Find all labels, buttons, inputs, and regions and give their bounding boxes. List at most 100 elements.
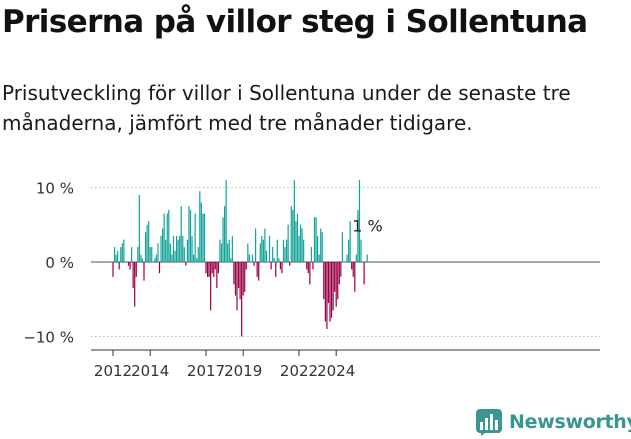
chart-bar — [355, 254, 357, 262]
chart-bar — [309, 262, 311, 285]
chart-bar — [265, 250, 268, 262]
chart-bar — [278, 258, 280, 262]
chart-bar — [320, 228, 322, 262]
chart-bar — [286, 239, 288, 262]
chart-bar — [188, 206, 190, 263]
chart-bar — [180, 206, 182, 263]
chart-bar — [298, 235, 300, 262]
chart-bar — [228, 239, 230, 262]
chart-bar — [205, 262, 207, 274]
chart-bar — [214, 262, 216, 270]
chart-bar — [307, 262, 309, 274]
chart-bar — [127, 262, 130, 266]
chart-bar — [220, 243, 223, 263]
chart-bar — [348, 239, 350, 262]
y-tick-label: 10 % — [36, 180, 74, 198]
chart-bar — [338, 262, 340, 285]
chart-bar — [183, 247, 185, 262]
newsworthy-logo: Newsworthy — [475, 408, 631, 436]
chart-bar — [335, 262, 337, 307]
chart-bar — [149, 247, 151, 262]
chart-bar — [148, 221, 150, 263]
chart-bar — [310, 247, 313, 262]
chart-bar — [352, 262, 354, 277]
x-tick-label: 2024 — [317, 362, 355, 380]
y-tick-label: −10 % — [23, 329, 74, 347]
chart-bar — [247, 243, 249, 263]
chart-bar — [154, 258, 156, 262]
chart-bar — [321, 232, 323, 262]
chart-bar — [160, 235, 162, 262]
chart-bar — [253, 262, 255, 266]
chart-bar — [131, 247, 133, 262]
chart-bar — [208, 262, 210, 277]
chart-bar — [295, 221, 297, 263]
chart-bar — [230, 258, 232, 262]
newsworthy-icon — [476, 409, 502, 436]
chart-bar — [272, 247, 274, 262]
chart-bar — [165, 239, 167, 262]
chart-bar — [202, 213, 204, 262]
chart-bar — [268, 235, 271, 262]
chart-bar — [237, 262, 240, 289]
chart-bar — [231, 235, 233, 262]
chart-bar — [366, 254, 368, 262]
chart-bar — [189, 209, 192, 262]
chart-bar — [174, 250, 176, 262]
chart-bar — [323, 262, 325, 300]
chart-bar — [242, 262, 244, 296]
chart-bar — [120, 247, 122, 262]
chart-bar — [206, 262, 209, 277]
chart-bar — [261, 235, 263, 262]
chart-bar — [276, 239, 278, 262]
chart-bar — [299, 224, 302, 262]
chart-bar — [157, 243, 159, 263]
chart-bar — [118, 262, 120, 270]
chart-bar — [312, 262, 314, 270]
x-tick-label: 2017 — [187, 362, 225, 380]
chart-bar — [123, 239, 125, 262]
chart-bar — [270, 262, 272, 270]
chart-bar — [255, 228, 257, 262]
chart-bar — [313, 217, 316, 262]
chart-bar — [179, 235, 181, 262]
chart-bar — [363, 262, 365, 285]
chart-bar — [191, 235, 193, 262]
chart-bar — [186, 239, 189, 262]
chart-bar — [203, 213, 206, 262]
y-tick-label: 0 % — [45, 254, 74, 272]
chart-bar — [332, 262, 334, 311]
chart-bar — [262, 239, 264, 262]
chart-bar — [315, 217, 317, 262]
chart-bar — [197, 247, 199, 262]
chart-bar — [357, 209, 359, 262]
chart-subtitle: Prisutveckling för villor i Sollentuna u… — [2, 81, 571, 135]
chart-bar — [140, 254, 142, 262]
chart-bar — [163, 213, 165, 262]
chart-bar — [185, 262, 187, 266]
chart-bar — [244, 262, 246, 292]
chart-bar — [199, 191, 201, 262]
chart-bar — [327, 262, 330, 303]
chart-bar — [349, 221, 351, 263]
chart-bar — [281, 262, 283, 274]
chart-bar — [293, 180, 295, 262]
chart-bar — [329, 262, 331, 322]
chart-bar — [219, 239, 221, 262]
chart-bar — [144, 232, 147, 262]
chart-bar — [225, 180, 227, 262]
chart-bar — [236, 262, 238, 311]
chart-bar — [222, 217, 224, 262]
chart-bar — [134, 262, 136, 307]
chart-bar — [175, 235, 178, 262]
chart-bar — [137, 247, 139, 262]
chart-bar — [213, 262, 215, 277]
chart-bar — [259, 243, 261, 263]
latest-value-label: 1 % — [352, 217, 382, 236]
chart-bar — [158, 262, 161, 274]
chart-bar — [303, 239, 305, 262]
chart-bar — [284, 247, 286, 262]
chart-bar — [354, 262, 356, 292]
chart-bar — [317, 235, 319, 262]
chart-bar — [166, 213, 168, 262]
